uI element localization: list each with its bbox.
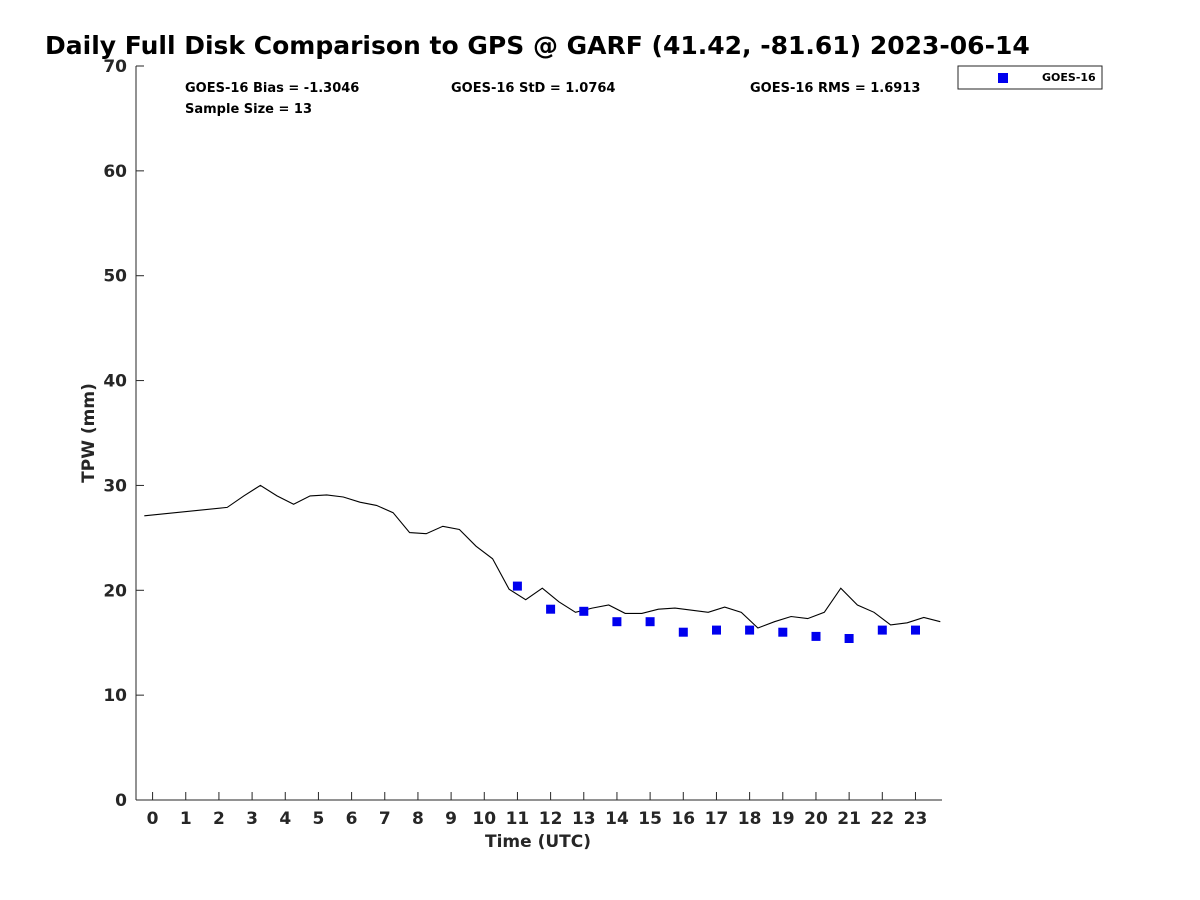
goes16-point <box>612 617 622 627</box>
goes16-point <box>844 634 854 643</box>
x-tick-label: 2 <box>213 809 225 829</box>
x-tick-label: 15 <box>638 809 662 829</box>
rms-text: GOES-16 RMS = 1.6913 <box>750 81 920 96</box>
legend-label-goes16: GOES-16 <box>1042 71 1096 84</box>
x-tick-label: 5 <box>313 809 325 829</box>
x-tick-label: 3 <box>246 809 258 829</box>
x-tick-label: 10 <box>472 809 496 829</box>
x-tick-label: 0 <box>147 809 159 829</box>
y-tick-label: 40 <box>103 372 127 392</box>
y-tick-label: 0 <box>115 791 127 811</box>
x-tick-label: 11 <box>506 809 530 829</box>
x-tick-label: 17 <box>705 809 729 829</box>
y-tick-label: 70 <box>103 57 127 77</box>
x-axis-title: Time (UTC) <box>485 832 591 852</box>
goes16-point <box>811 631 821 641</box>
x-tick-label: 13 <box>572 809 596 829</box>
x-tick-label: 4 <box>279 809 291 829</box>
goes16-point <box>678 627 688 637</box>
goes16-point <box>911 625 920 635</box>
y-tick-label: 30 <box>103 476 127 496</box>
goes16-point <box>546 604 556 614</box>
goes16-point <box>712 625 721 635</box>
y-tick-label: 60 <box>103 162 127 182</box>
y-tick-label: 10 <box>103 686 127 706</box>
x-tick-label: 18 <box>738 809 762 829</box>
gps-tpw-line <box>144 484 941 629</box>
x-tick-label: 22 <box>870 809 894 829</box>
y-tick-label: 50 <box>103 267 127 287</box>
y-tick-label: 20 <box>103 581 127 601</box>
x-tick-label: 1 <box>180 809 192 829</box>
goes16-point <box>645 617 655 627</box>
stats-annotations: GOES-16 Bias = -1.3046 GOES-16 StD = 1.0… <box>185 81 920 117</box>
x-tick-label: 8 <box>412 809 424 829</box>
legend: GOES-16 <box>957 65 1103 90</box>
x-tick-label: 21 <box>837 809 861 829</box>
x-ticks: 0 1 2 3 4 5 6 7 8 9 10 11 12 13 14 15 16 17 18 19 20 21 22 23 <box>147 792 928 829</box>
x-tick-label: 19 <box>771 809 795 829</box>
x-tick-label: 9 <box>445 809 457 829</box>
goes16-point <box>778 627 788 637</box>
x-tick-label: 14 <box>605 809 629 829</box>
axes <box>135 66 942 801</box>
goes16-point <box>512 581 522 591</box>
x-tick-label: 23 <box>904 809 928 829</box>
x-tick-label: 12 <box>539 809 563 829</box>
x-tick-label: 7 <box>379 809 391 829</box>
plot-area <box>144 484 941 643</box>
legend-marker-goes16 <box>998 73 1008 83</box>
y-axis-title: TPW (mm) <box>79 383 99 483</box>
goes16-point <box>877 625 887 635</box>
std-text: GOES-16 StD = 1.0764 <box>451 81 615 96</box>
bias-text: GOES-16 Bias = -1.3046 <box>185 81 359 96</box>
chart-title: Daily Full Disk Comparison to GPS @ GARF… <box>45 31 1030 60</box>
sample-size-text: Sample Size = 13 <box>185 102 312 117</box>
x-tick-label: 16 <box>671 809 695 829</box>
x-tick-label: 20 <box>804 809 828 829</box>
y-ticks: 0 10 20 30 40 50 60 70 <box>103 57 144 811</box>
x-tick-label: 6 <box>346 809 358 829</box>
legend-box <box>957 65 1103 90</box>
goes16-point <box>745 625 755 635</box>
goes16-point <box>579 606 589 616</box>
